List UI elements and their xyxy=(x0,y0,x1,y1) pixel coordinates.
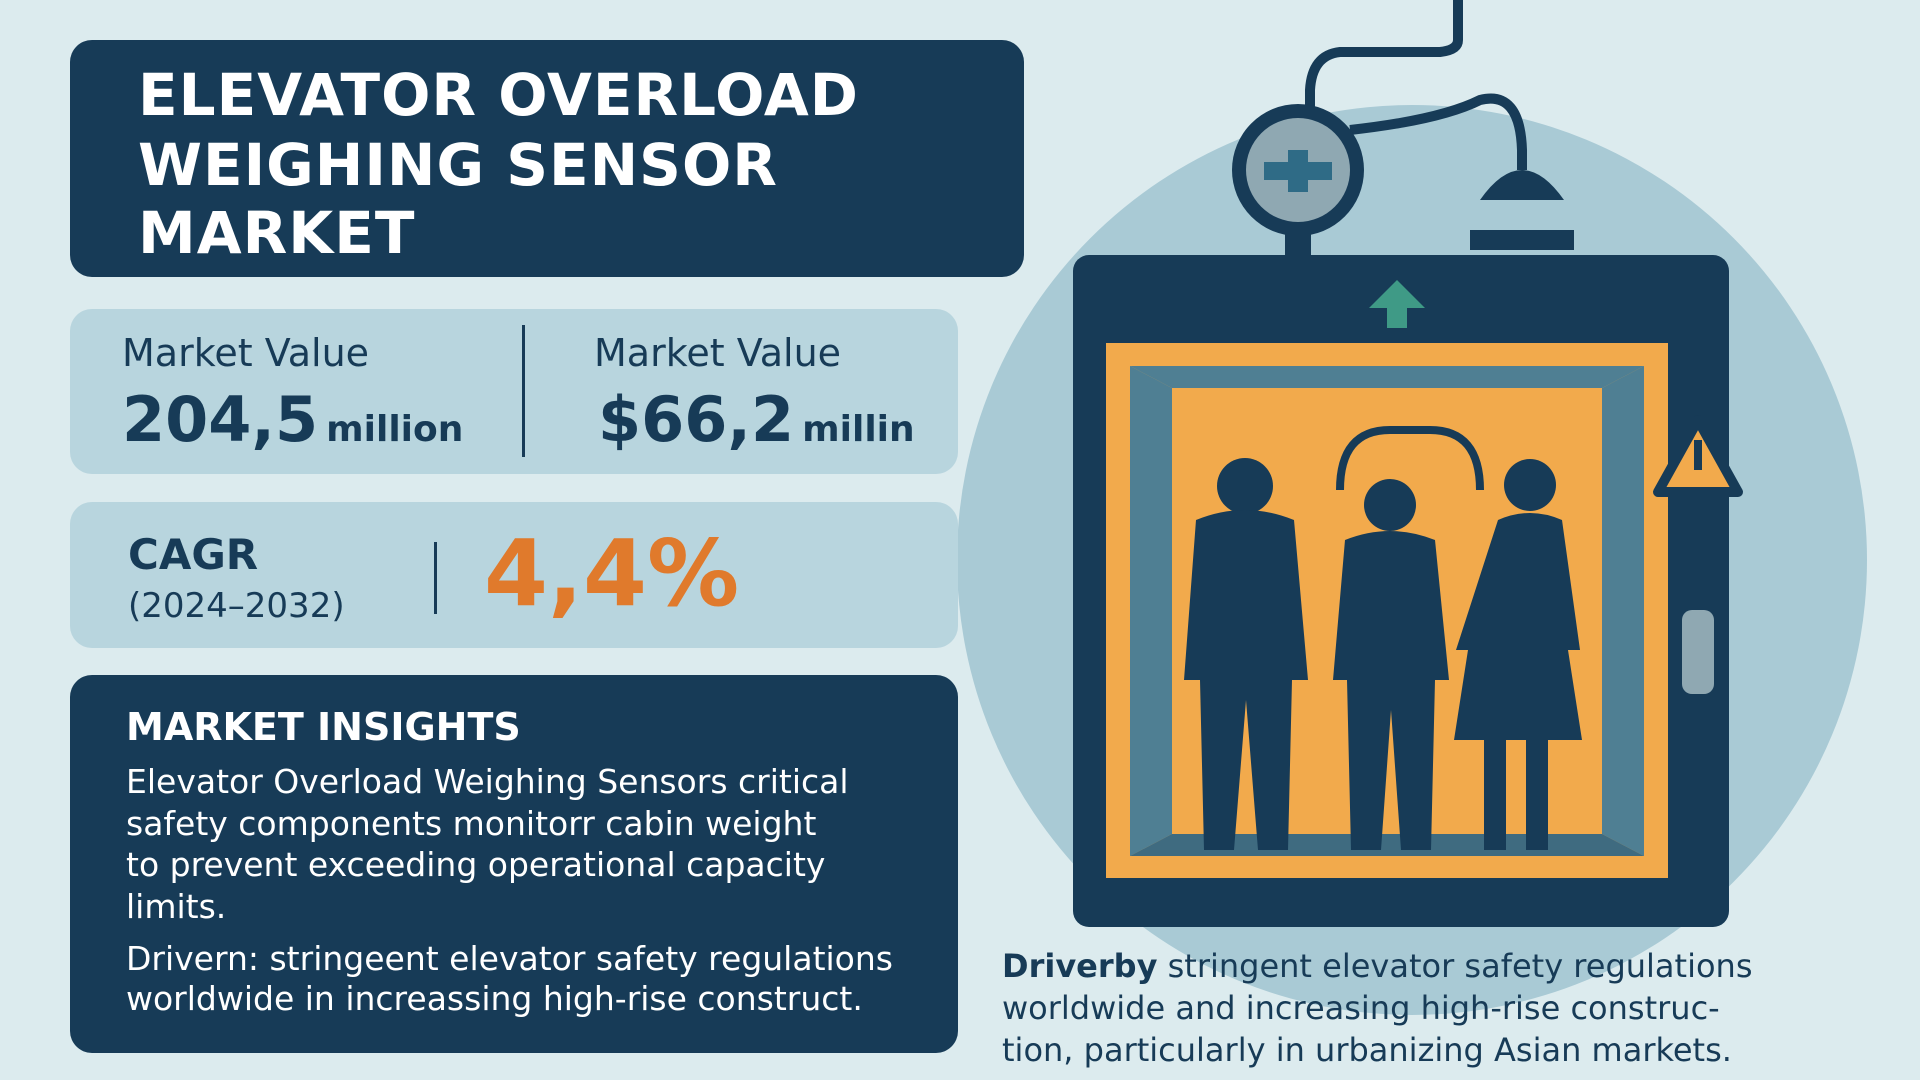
cagr-box: CAGR (2024–2032) 4,4% xyxy=(70,502,958,648)
caption-line: Driverby stringent elevator safety regul… xyxy=(1002,950,1753,982)
insights-box: MARKET INSIGHTS Elevator Overload Weighi… xyxy=(70,675,958,1053)
caption-lead: Driverby xyxy=(1002,947,1158,985)
stat-label: Market Value xyxy=(122,331,370,375)
warning-mark xyxy=(1694,440,1702,470)
stats-box: Market Value 204,5 million Market Value $… xyxy=(70,309,958,474)
insight-line: to prevent exceeding operational capacit… xyxy=(126,845,826,884)
caption-line: tion, particularly in urbanizing Asian m… xyxy=(1002,1031,1732,1069)
caption-text: stringent elevator safety regulations xyxy=(1157,947,1753,985)
insight-line: Drivern: stringeent elevator safety regu… xyxy=(126,939,893,978)
cable xyxy=(1305,0,1463,110)
cagr-label: CAGR xyxy=(128,530,259,579)
insight-line: worldwide in increassing high-rise const… xyxy=(126,979,863,1018)
people xyxy=(1184,458,1582,850)
stat-value: $66,2 xyxy=(598,383,795,456)
title-line: WEIGHING SENSOR xyxy=(138,131,778,199)
cabin-top xyxy=(1130,366,1644,388)
stat-unit: millin xyxy=(802,409,915,450)
insight-line: Elevator Overload Weighing Sensors criti… xyxy=(126,762,849,801)
sensor-wave xyxy=(1336,426,1484,491)
divider xyxy=(434,542,437,614)
caption-line: worldwide and increasing high-rise const… xyxy=(1002,989,1720,1027)
divider xyxy=(522,325,525,457)
title-box: ELEVATOR OVERLOAD WEIGHING SENSOR MARKET xyxy=(70,40,1024,277)
stat-value-row: 204,5 million xyxy=(122,383,463,456)
bracket xyxy=(1470,170,1574,250)
title-line: ELEVATOR OVERLOAD xyxy=(138,61,859,129)
insight-line: limits. xyxy=(126,887,227,926)
insight-line: safety components monitorr cabin weight xyxy=(126,804,817,843)
cagr-value: 4,4% xyxy=(484,520,740,627)
arrow-up xyxy=(1369,280,1425,328)
stat-label: Market Value xyxy=(594,331,842,375)
title-line: MARKET xyxy=(138,199,416,267)
cable xyxy=(1349,93,1527,170)
stat-value: 204,5 xyxy=(122,383,319,456)
stat-unit: million xyxy=(326,409,464,450)
stat-value-row: $66,2 millin xyxy=(598,383,915,456)
cagr-period: (2024–2032) xyxy=(128,586,345,626)
buttons xyxy=(1682,610,1714,694)
insights-title: MARKET INSIGHTS xyxy=(126,705,521,749)
sensor-icon xyxy=(1264,150,1332,192)
